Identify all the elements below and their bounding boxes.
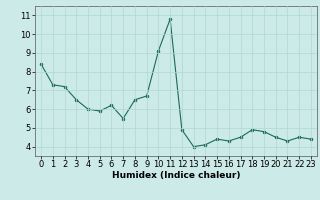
X-axis label: Humidex (Indice chaleur): Humidex (Indice chaleur) [112, 171, 240, 180]
